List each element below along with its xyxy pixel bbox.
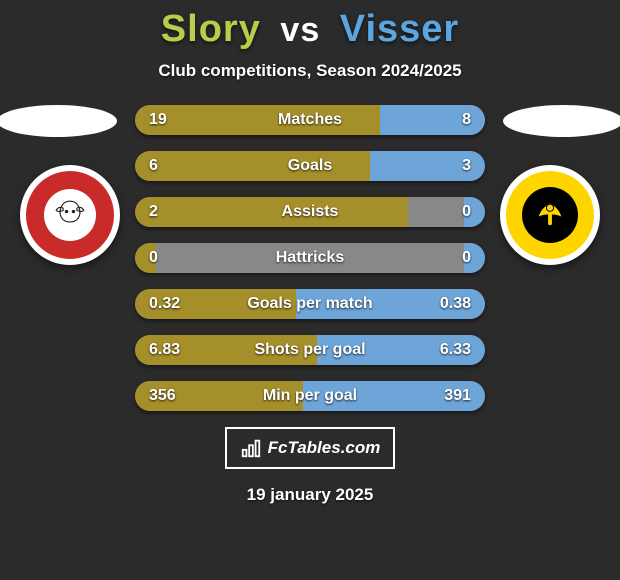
ram-icon: [47, 192, 93, 238]
stat-label: Shots per goal: [135, 335, 485, 365]
player1-badge: [20, 165, 120, 265]
page-title: Slory vs Visser: [0, 0, 620, 51]
stat-row: 00Hattricks: [135, 243, 485, 273]
brand-logo: FcTables.com: [225, 427, 395, 469]
stats-bars: 198Matches 63Goals 20Assists 00Hattricks 0.3…: [135, 105, 485, 411]
vs-label: vs: [280, 11, 320, 49]
player2-name: Visser: [340, 8, 459, 50]
stat-row: 63Goals: [135, 151, 485, 181]
comparison-arena: 198Matches 63Goals 20Assists 00Hattricks 0.3…: [0, 105, 620, 411]
stat-label: Goals: [135, 151, 485, 181]
eagle-icon: [526, 191, 574, 239]
player1-oval: [0, 105, 117, 137]
player2-oval: [503, 105, 620, 137]
chart-icon: [240, 437, 262, 459]
stat-row: 20Assists: [135, 197, 485, 227]
stat-row: 0.320.38Goals per match: [135, 289, 485, 319]
stat-row: 356391Min per goal: [135, 381, 485, 411]
stat-label: Hattricks: [135, 243, 485, 273]
date-label: 19 january 2025: [0, 485, 620, 505]
stat-row: 198Matches: [135, 105, 485, 135]
brand-text: FcTables.com: [268, 438, 381, 458]
subtitle: Club competitions, Season 2024/2025: [0, 61, 620, 81]
stat-label: Goals per match: [135, 289, 485, 319]
stat-label: Assists: [135, 197, 485, 227]
player2-badge: [500, 165, 600, 265]
player1-name: Slory: [161, 8, 261, 50]
stat-row: 6.836.33Shots per goal: [135, 335, 485, 365]
stat-label: Matches: [135, 105, 485, 135]
stat-label: Min per goal: [135, 381, 485, 411]
